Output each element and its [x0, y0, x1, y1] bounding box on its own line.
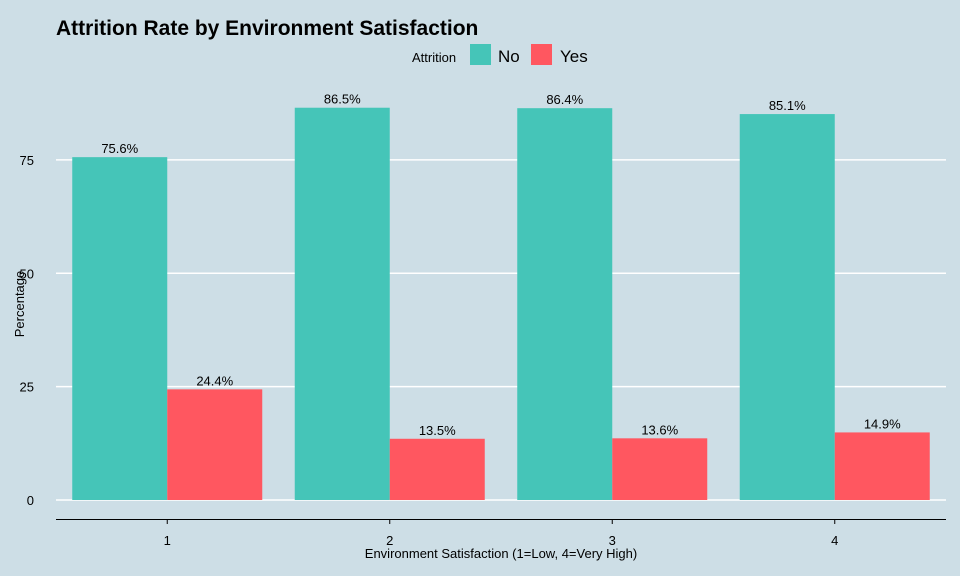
- bar-value-label: 14.9%: [864, 416, 901, 431]
- x-axis-title: Environment Satisfaction (1=Low, 4=Very …: [365, 546, 637, 561]
- y-axis-ticks: 0 25 50 75: [20, 153, 34, 508]
- y-tick-label: 25: [20, 380, 34, 395]
- bar-value-label: 24.4%: [196, 373, 233, 388]
- bar-value-label: 86.4%: [546, 92, 583, 107]
- bar-value-label: 75.6%: [101, 141, 138, 156]
- bars: [72, 107, 930, 501]
- bar-yes: [612, 438, 708, 500]
- y-tick-label: 0: [27, 493, 34, 508]
- legend-swatch-no: [470, 44, 491, 65]
- bar-yes: [389, 438, 485, 500]
- data-labels: 75.6% 24.4% 86.5% 13.5% 86.4% 13.6% 85.1% 14.9%: [101, 92, 901, 438]
- bar-no: [517, 108, 613, 501]
- x-tick-label: 3: [609, 533, 616, 548]
- x-axis-ticks: 1 2 3 4: [164, 519, 838, 548]
- bar-no: [739, 114, 835, 500]
- chart-title: Attrition Rate by Environment Satisfacti…: [56, 17, 478, 40]
- legend-title: Attrition: [412, 50, 456, 65]
- x-tick-label: 2: [386, 533, 393, 548]
- legend-label-yes: Yes: [560, 47, 588, 66]
- legend: Attrition No Yes: [412, 44, 588, 66]
- bar-value-label: 86.5%: [324, 92, 361, 107]
- y-axis-title: Percentage: [12, 271, 27, 338]
- bar-yes: [834, 432, 930, 500]
- x-tick-label: 4: [831, 533, 838, 548]
- bar-value-label: 13.5%: [419, 423, 456, 438]
- y-tick-label: 50: [20, 266, 34, 281]
- bar-value-label: 85.1%: [769, 98, 806, 113]
- bar-no: [294, 107, 390, 500]
- legend-label-no: No: [498, 47, 520, 66]
- legend-swatch-yes: [531, 44, 552, 65]
- bar-yes: [167, 389, 263, 500]
- y-tick-label: 75: [20, 153, 34, 168]
- x-tick-label: 1: [164, 533, 171, 548]
- bar-value-label: 13.6%: [641, 422, 678, 437]
- bar-no: [72, 157, 168, 501]
